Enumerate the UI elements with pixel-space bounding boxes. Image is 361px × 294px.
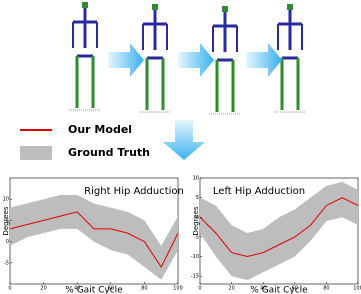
y-tick-label: -10	[191, 254, 199, 260]
chart-title: Right Hip Adduction	[84, 186, 184, 197]
legend-label: Our Model	[68, 123, 132, 136]
x-tick-label: 20	[228, 286, 234, 292]
y-tick-label: 10	[193, 176, 199, 182]
figure: Our Model Ground Truth 020406080100-5051…	[0, 0, 361, 294]
y-tick-label: 5	[196, 195, 199, 201]
x-tick-label: 80	[323, 286, 329, 292]
legend-label: Ground Truth	[68, 146, 150, 159]
x-axis-label: % Gait Cycle	[250, 286, 308, 294]
down-arrow	[163, 120, 205, 160]
y-axis-label: Degrees	[192, 206, 200, 235]
x-tick-label: 100	[173, 286, 183, 292]
x-tick-label: 0	[198, 286, 201, 292]
x-tick-label: 100	[353, 286, 361, 292]
chart-title: Left Hip Adduction	[213, 186, 305, 197]
legend-swatch	[20, 146, 52, 160]
y-tick-label: 10	[3, 197, 9, 203]
x-axis-label: % Gait Cycle	[65, 286, 123, 294]
legend: Our Model Ground Truth	[20, 123, 150, 160]
y-tick-label: -15	[191, 274, 199, 280]
x-tick-label: 80	[141, 286, 147, 292]
y-axis-label: Degrees	[2, 206, 10, 235]
skeleton-sequence	[69, 2, 306, 114]
x-tick-label: 0	[8, 286, 11, 292]
y-tick-label: -5	[4, 260, 9, 266]
y-tick-label: 0	[6, 239, 9, 245]
x-tick-label: 20	[40, 286, 46, 292]
